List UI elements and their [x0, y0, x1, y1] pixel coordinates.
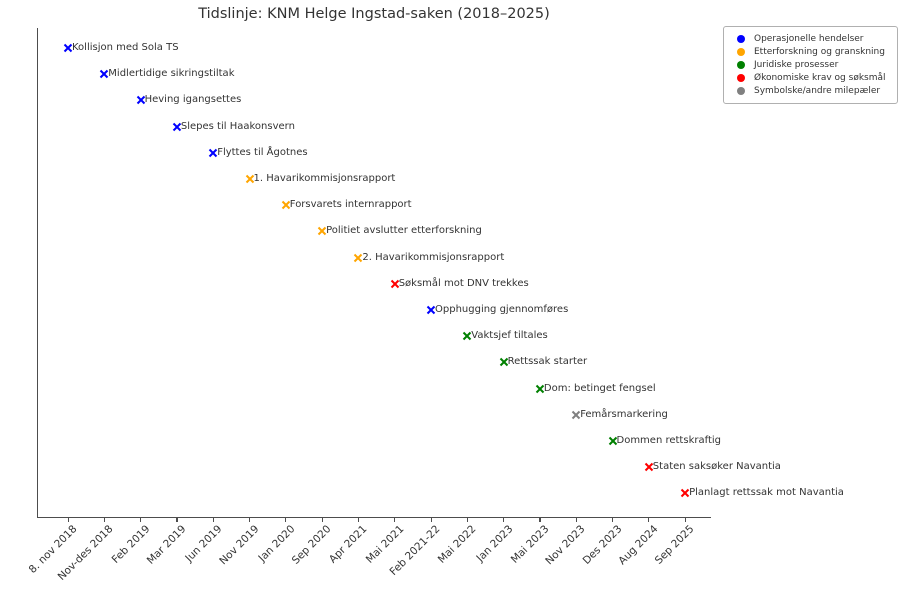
data-point: [608, 436, 617, 446]
data-point: [463, 331, 472, 341]
x-tick: [67, 518, 69, 522]
x-tick: [357, 518, 360, 522]
x-axis-spine: [37, 517, 711, 519]
x-tick: [684, 518, 686, 522]
y-axis-spine: [37, 28, 39, 517]
data-point-label: Femårsmarkering: [580, 408, 668, 420]
x-tick: [285, 518, 287, 522]
legend-label: Symbolske/andre milepæler: [754, 86, 881, 97]
x-tick-label: Mai 2022: [436, 523, 479, 566]
data-point-label: Midlertidige sikringstiltak: [108, 68, 235, 80]
data-point-label: Vaktsjef tiltales: [471, 330, 548, 342]
legend-marker-icon: [737, 34, 745, 43]
data-point: [644, 462, 654, 472]
legend-item: Juridiske prosesser: [731, 58, 890, 71]
data-point-label: Forsvarets internrapport: [289, 199, 412, 211]
data-point-label: Planlagt rettssak mot Navantia: [689, 487, 844, 499]
x-tick: [575, 518, 577, 522]
data-point-label: Rettssak starter: [507, 356, 588, 368]
legend-label: Operasjonelle hendelser: [754, 33, 864, 44]
data-point-label: 2. Havarikommisjonsrapport: [362, 251, 505, 263]
x-tick: [321, 518, 323, 522]
data-point: [390, 279, 399, 289]
x-tick: [176, 518, 178, 522]
x-tick: [430, 518, 432, 522]
x-tick: [503, 518, 505, 522]
x-tick: [612, 518, 614, 522]
data-point-label: Søksmål mot DNV trekkes: [398, 277, 529, 289]
data-point: [245, 174, 254, 184]
legend-item: Symbolske/andre milepæler: [731, 85, 890, 98]
x-tick-label: Apr 2021: [327, 523, 370, 566]
data-point: [281, 200, 291, 210]
chart-title: Tidslinje: KNM Helge Ingstad-saken (2018…: [198, 6, 550, 22]
data-point: [426, 305, 436, 315]
data-point: [63, 43, 73, 53]
data-point-label: Flyttes til Ågotnes: [217, 146, 308, 158]
legend-label: Etterforskning og granskning: [754, 46, 885, 57]
legend-item: Operasjonelle hendelser: [731, 32, 890, 45]
data-point-label: Heving igangsettes: [144, 94, 242, 106]
x-tick: [394, 518, 396, 522]
data-point: [680, 489, 690, 498]
legend-marker-icon: [737, 60, 745, 69]
data-point-label: Staten saksøker Navantia: [652, 461, 781, 473]
legend-marker-icon: [737, 74, 745, 83]
data-point-label: Politiet avslutter etterforskning: [326, 225, 482, 237]
legend-item: Økonomiske krav og søksmål: [731, 72, 890, 85]
x-tick: [212, 518, 214, 522]
x-tick: [103, 518, 105, 522]
x-tick: [140, 518, 142, 522]
legend-rows: Operasjonelle hendelser Etterforskning og…: [731, 32, 890, 98]
data-point: [571, 410, 581, 420]
data-point-label: Kollisjon med Sola TS: [72, 42, 179, 53]
data-point: [136, 96, 145, 105]
legend-marker-icon: [737, 87, 745, 96]
data-point-label: Slepes til Haakonsvern: [180, 120, 295, 132]
x-tick: [539, 518, 541, 522]
data-point: [354, 253, 363, 262]
legend-label: Juridiske prosesser: [754, 59, 839, 70]
data-point: [172, 122, 182, 131]
data-point-label: Dom: betinget fengsel: [543, 382, 656, 394]
data-point-label: Opphugging gjennomføres: [435, 304, 569, 315]
x-tick: [466, 518, 468, 522]
x-tick: [648, 518, 650, 522]
legend-marker-icon: [737, 47, 745, 56]
data-point: [535, 384, 545, 393]
data-point: [317, 227, 327, 236]
legend-item: Etterforskning og granskning: [731, 45, 890, 58]
data-point-label: Dommen rettskraftig: [616, 435, 722, 446]
data-point: [499, 358, 508, 367]
data-point: [100, 69, 109, 79]
data-point: [208, 148, 218, 158]
legend: Operasjonelle hendelser Etterforskning og…: [723, 26, 898, 104]
x-tick: [249, 518, 251, 522]
legend-label: Økonomiske krav og søksmål: [754, 73, 886, 84]
data-point-label: 1. Havarikommisjonsrapport: [253, 173, 396, 184]
